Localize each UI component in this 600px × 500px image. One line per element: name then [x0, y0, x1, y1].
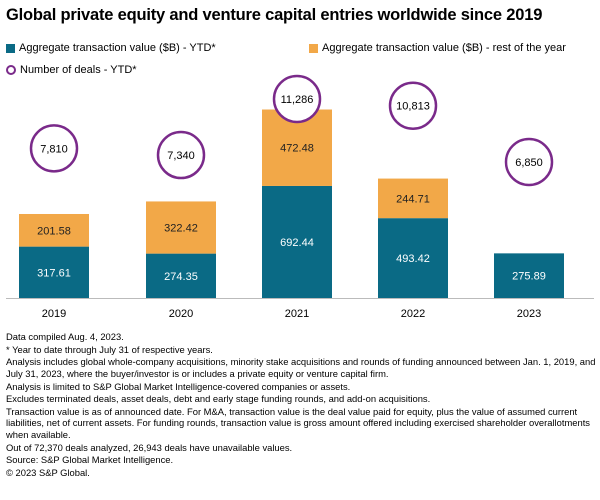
bar-label-ytd-2021: 692.44 [280, 237, 314, 249]
deals-label-2022: 10,813 [396, 101, 430, 113]
bar-label-rest-2022: 244.71 [396, 193, 430, 205]
bar-rest-2022 [378, 178, 448, 219]
bar-label-ytd-2019: 317.61 [37, 267, 71, 279]
deals-circle-2019 [29, 124, 79, 173]
note-line: Analysis is limited to S&P Global Market… [6, 380, 351, 392]
legend-item-rest: Aggregate transaction value ($B) - rest … [309, 42, 566, 54]
x-tick-label-2022: 2022 [401, 308, 425, 320]
deals-circle-2020 [156, 130, 206, 180]
chart-plot: 317.61 201.58 7,810 2019 274.35 322.42 7,340 20… [6, 74, 594, 320]
deals-circle-2023 [504, 137, 554, 187]
legend-label-ytd: Aggregate transaction value ($B) - YTD* [19, 42, 216, 54]
bar-label-ytd-2022: 493.42 [396, 253, 430, 265]
x-tick-label-2021: 2021 [285, 308, 309, 320]
deals-circle-2021 [272, 74, 322, 124]
legend-item-deals: Number of deals - YTD* [6, 64, 137, 76]
legend-swatch-rest [309, 43, 318, 53]
legend: Aggregate transaction value ($B) - YTD* … [6, 42, 596, 82]
bar-rest-2019 [19, 213, 89, 247]
x-tick-label-2023: 2023 [517, 308, 541, 320]
note-line: Source: S&P Global Market Intelligence. [6, 454, 174, 466]
legend-item-ytd: Aggregate transaction value ($B) - YTD* [6, 42, 216, 54]
legend-label-rest: Aggregate transaction value ($B) - rest … [322, 42, 566, 54]
bar-ytd-2023 [494, 253, 564, 298]
deals-circle-2022 [388, 81, 438, 130]
bar-label-ytd-2023: 275.89 [512, 271, 546, 283]
bar-rest-2020 [146, 201, 216, 254]
bar-label-ytd-2020: 274.35 [164, 271, 198, 283]
notes: Data compiled Aug. 4, 2023. * Year to da… [6, 331, 596, 480]
legend-label-deals: Number of deals - YTD* [20, 64, 137, 76]
bar-label-rest-2019: 201.58 [37, 225, 71, 237]
note-line: Excludes terminated deals, asset deals, … [6, 393, 431, 405]
deals-label-2019: 7,810 [40, 143, 68, 155]
chart-title: Global private equity and venture capita… [6, 6, 543, 24]
note-line: Out of 72,370 deals analyzed, 26,943 dea… [6, 441, 293, 453]
note-line: © 2023 S&P Global. [6, 467, 90, 478]
x-tick-label-2019: 2019 [42, 308, 66, 320]
bar-ytd-2021 [262, 185, 332, 298]
note-line: * Year to date through July 31 of respec… [6, 343, 213, 355]
bar-label-rest-2020: 322.42 [164, 223, 198, 235]
bar-ytd-2022 [378, 218, 448, 298]
note-line: Data compiled Aug. 4, 2023. [6, 331, 124, 342]
bar-ytd-2020 [146, 253, 216, 298]
note-line: Transaction value is as of announced dat… [6, 405, 590, 440]
deals-label-2020: 7,340 [167, 150, 195, 162]
legend-swatch-ytd [6, 43, 15, 53]
deals-label-2021: 11,286 [281, 94, 314, 106]
deals-label-2023: 6,850 [515, 157, 543, 169]
legend-circle-deals [6, 65, 16, 75]
bar-label-rest-2021: 472.48 [280, 143, 314, 155]
x-tick-label-2020: 2020 [169, 308, 193, 320]
bar-ytd-2019 [19, 246, 89, 298]
note-line: Analysis includes global whole-company a… [6, 356, 596, 379]
